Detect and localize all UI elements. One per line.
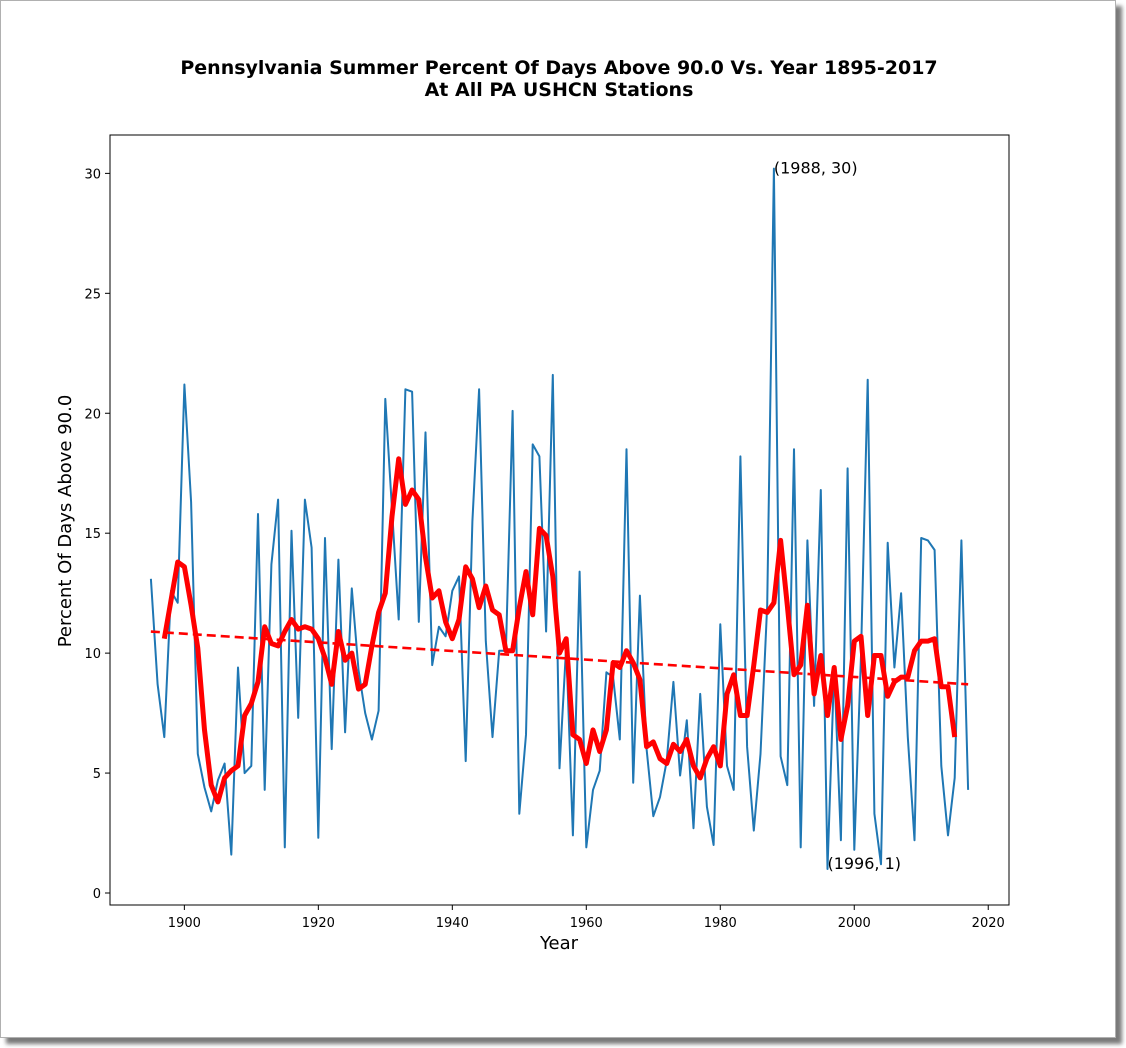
x-tick-label: 1940 — [436, 916, 469, 931]
x-tick-label: 1980 — [704, 916, 737, 931]
x-tick-label: 1920 — [302, 916, 335, 931]
annotation-min: (1996, 1) — [827, 854, 901, 873]
y-tick-label: 20 — [84, 407, 101, 422]
y-tick-label: 25 — [84, 287, 101, 302]
smoothed-series-line — [161, 456, 958, 805]
x-axis-label: Year — [539, 933, 579, 954]
y-tick-label: 10 — [84, 647, 101, 662]
x-tick-label: 1960 — [570, 916, 603, 931]
y-axis-label: Percent Of Days Above 90.0 — [55, 395, 76, 648]
x-axis-ticks: 1900 1920 1940 1960 1980 2000 2020 — [168, 905, 1005, 931]
x-tick-label: 2020 — [972, 916, 1005, 931]
x-tick-label: 1900 — [168, 916, 201, 931]
y-tick-label: 0 — [93, 887, 101, 902]
annual-series-line — [149, 167, 970, 870]
y-tick-label: 5 — [93, 767, 101, 782]
chart-subtitle: At All PA USHCN Stations — [425, 79, 694, 101]
trend-line — [150, 630, 969, 686]
y-tick-label: 30 — [84, 167, 101, 182]
plot-area-border — [109, 134, 1010, 906]
chart-title: Pennsylvania Summer Percent Of Days Abov… — [180, 57, 937, 79]
y-axis-ticks: 0 5 10 15 20 25 30 — [84, 167, 110, 902]
annotation-max: (1988, 30) — [774, 158, 858, 177]
y-tick-label: 15 — [84, 527, 101, 542]
chart: Pennsylvania Summer Percent Of Days Abov… — [55, 57, 1010, 954]
x-tick-label: 2000 — [838, 916, 871, 931]
